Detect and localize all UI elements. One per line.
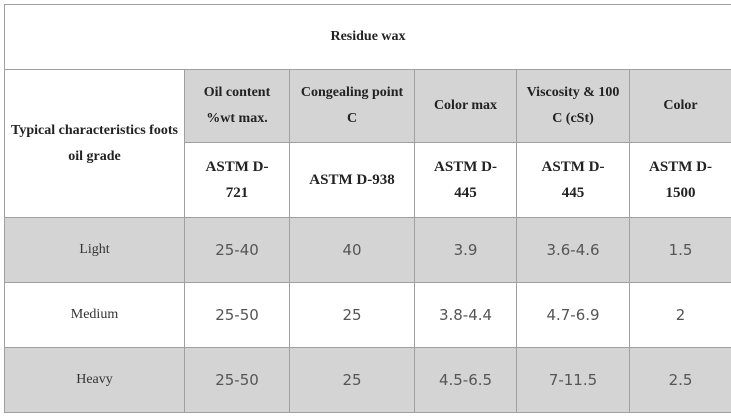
standard-cell: ASTM D-445 <box>414 142 517 218</box>
row-header: Typical characteristics foots oil grade <box>4 69 185 218</box>
standards-row: ASTM D-721 ASTM D-938 ASTM D-445 ASTM D-445… <box>5 142 731 218</box>
standard-cell: ASTM D-445 <box>516 142 630 218</box>
value-cell: 2 <box>628 282 731 348</box>
standard-cell: ASTM D-721 <box>184 142 290 218</box>
data-row: Medium 25-50 25 3.8-4.4 4.7-6.9 2 <box>4 282 731 348</box>
value-cell: 3.8-4.4 <box>414 282 517 348</box>
header-row: Typical characteristics foots oil grade … <box>4 69 731 218</box>
grade-cell: Heavy <box>4 347 185 413</box>
standard-cell: ASTM D-1500 <box>628 142 731 218</box>
value-cell: 2.5 <box>628 347 731 413</box>
standard-text: ASTM D-1500 <box>649 159 712 201</box>
standard-text: ASTM D-721 <box>205 159 269 201</box>
table-body: Residue wax Typical characteristics foot… <box>3 4 731 413</box>
value-cell: 3.9 <box>414 217 517 283</box>
standard-cell: ASTM D-938 <box>289 142 415 218</box>
data-row: Heavy 25-50 25 4.5-6.5 7-11.5 2.5 <box>4 347 731 413</box>
data-row: Light 25-40 40 3.9 3.6-4.6 1.5 <box>4 217 731 283</box>
value-cell: 25-50 <box>184 347 290 413</box>
value-cell: 25 <box>289 282 415 348</box>
title-row: Residue wax <box>3 4 731 70</box>
column-header: Oil content %wt max. <box>184 69 290 143</box>
value-cell: 4.5-6.5 <box>414 347 517 413</box>
wax-table: Residue wax Typical characteristics foot… <box>3 4 731 413</box>
value-cell: 1.5 <box>628 217 731 283</box>
grade-cell: Medium <box>4 282 185 348</box>
value-cell: 25-50 <box>184 282 290 348</box>
value-cell: 4.7-6.9 <box>516 282 630 348</box>
standard-text: ASTM D-445 <box>541 159 605 201</box>
value-cell: 7-11.5 <box>516 347 630 413</box>
standard-text: ASTM D-445 <box>434 159 497 201</box>
value-cell: 25-40 <box>184 217 290 283</box>
column-header: Viscosity & 100 C (cSt) <box>516 69 630 143</box>
column-header: Congealing point C <box>289 69 415 143</box>
grade-cell: Light <box>4 217 185 283</box>
column-header: Color max <box>414 69 517 143</box>
value-cell: 3.6-4.6 <box>516 217 630 283</box>
value-cell: 40 <box>289 217 415 283</box>
column-header: Color <box>628 69 731 143</box>
table-title: Residue wax <box>3 4 731 70</box>
value-cell: 25 <box>289 347 415 413</box>
standard-text: ASTM D-938 <box>309 172 395 188</box>
